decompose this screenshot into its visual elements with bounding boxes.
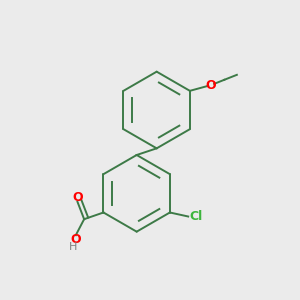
Text: O: O — [206, 79, 216, 92]
Text: O: O — [72, 191, 83, 204]
Text: Cl: Cl — [189, 210, 202, 223]
Text: O: O — [70, 233, 81, 246]
Text: H: H — [69, 242, 77, 252]
